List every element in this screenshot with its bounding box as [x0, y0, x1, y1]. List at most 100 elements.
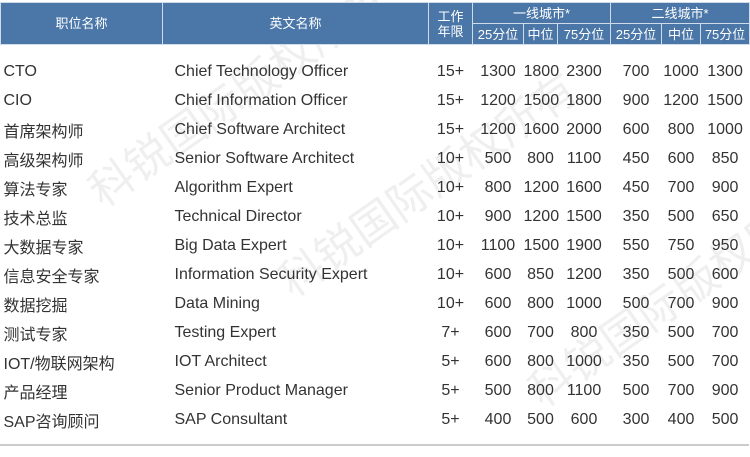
years: 10+ [436, 236, 465, 254]
job-title-cn: CTO [3, 62, 37, 80]
tier2-p25: 900 [622, 91, 650, 109]
job-title-en: Information Security Expert [174, 265, 368, 283]
tier1-p75: 2300 [566, 62, 602, 80]
tier1-median: 800 [527, 149, 554, 167]
tier2-p25: 300 [622, 410, 650, 428]
header-p75: 75分位 [700, 23, 750, 45]
header-title-en: 英文名称 [162, 2, 429, 45]
years: 10+ [436, 149, 465, 167]
job-title-en: Senior Software Architect [174, 149, 355, 167]
tier1-median: 800 [527, 352, 554, 370]
job-title-en: Algorithm Expert [174, 178, 293, 196]
years: 5+ [441, 352, 460, 370]
tier2-median: 500 [667, 207, 695, 225]
tier2-p25: 550 [622, 236, 650, 254]
job-title-cn: 产品经理 [3, 384, 68, 402]
job-title-cn: 高级架构师 [3, 152, 84, 170]
tier1-median: 800 [527, 294, 554, 312]
job-title-cn: SAP咨询顾问 [3, 413, 100, 431]
tier2-median: 750 [667, 236, 695, 254]
tier1-p25: 500 [484, 149, 512, 167]
tier2-median: 800 [667, 120, 695, 138]
job-title-cn: 测试专家 [3, 326, 68, 344]
tier1-p25: 600 [484, 265, 512, 283]
tier1-p25: 1200 [480, 91, 516, 109]
job-title-cn: 大数据专家 [3, 239, 84, 257]
job-title-en: Big Data Expert [174, 236, 287, 254]
tier1-p25: 600 [484, 294, 512, 312]
table-row: 产品经理 Senior Product Manager 5+ 500 800 1100 50… [1, 376, 750, 405]
years: 7+ [441, 323, 460, 341]
tier2-p75: 650 [711, 207, 739, 225]
table-row: CIO Chief Information Officer 15+ 1200 1500 1… [1, 86, 750, 115]
tier1-p25: 1200 [480, 120, 516, 138]
job-title-en: IOT Architect [174, 352, 267, 370]
tier2-median: 700 [667, 178, 695, 196]
tier2-p75: 1300 [707, 62, 743, 80]
tier1-p25: 800 [484, 178, 512, 196]
table-row: 技术总监 Technical Director 10+ 900 1200 1500 350 5… [1, 202, 750, 231]
tier1-median: 700 [527, 323, 554, 341]
tier1-median: 850 [527, 265, 554, 283]
tier1-p75: 1900 [566, 236, 602, 254]
tier1-p75: 1500 [566, 207, 602, 225]
job-title-cn: 算法专家 [3, 181, 68, 199]
tier1-p75: 1000 [566, 294, 602, 312]
tier2-p75: 900 [711, 381, 739, 399]
header-p25: 25分位 [610, 23, 663, 45]
tier1-median: 1800 [523, 62, 560, 80]
tier2-median: 700 [667, 381, 695, 399]
tier1-p75: 1600 [566, 178, 602, 196]
table-row: CTO Chief Technology Officer 15+ 1300 1800 23… [1, 57, 750, 86]
years: 10+ [436, 178, 465, 196]
tier2-p75: 500 [711, 410, 739, 428]
table-row: SAP咨询顾问 SAP Consultant 5+ 400 500 600 300 400 50… [1, 405, 750, 434]
years: 15+ [436, 120, 465, 138]
tier2-median: 1000 [663, 62, 699, 80]
tier2-p25: 700 [622, 62, 650, 80]
header-median: 中位 [523, 23, 558, 45]
tier2-median: 500 [667, 352, 695, 370]
tier2-p75: 600 [711, 265, 739, 283]
tier2-p25: 350 [622, 265, 650, 283]
table-row: 首席架构师 Chief Software Architect 15+ 1200 1600… [1, 115, 750, 144]
tier2-median: 700 [667, 294, 695, 312]
years: 5+ [441, 381, 460, 399]
tier1-p75: 1100 [566, 149, 602, 167]
table-row: 测试专家 Testing Expert 7+ 600 700 800 350 500 700 [1, 318, 750, 347]
tier2-p75: 700 [711, 323, 739, 341]
tier2-p75: 900 [711, 294, 739, 312]
tier1-p25: 600 [484, 323, 512, 341]
tier1-p75: 1800 [566, 91, 602, 109]
tier1-p25: 500 [484, 381, 512, 399]
tier2-p75: 700 [711, 352, 739, 370]
tier1-p25: 1300 [480, 62, 516, 80]
table-row: 信息安全专家 Information Security Expert 10+ 600 8… [1, 260, 750, 289]
tier1-p75: 1000 [566, 352, 602, 370]
tier1-median: 800 [527, 381, 554, 399]
tier2-median: 500 [667, 265, 695, 283]
tier1-p75: 800 [570, 323, 598, 341]
tier2-p25: 450 [622, 178, 650, 196]
job-title-en: Data Mining [174, 294, 260, 312]
header-median: 中位 [661, 23, 702, 45]
job-title-en: Chief Information Officer [174, 91, 348, 109]
tier1-median: 1200 [523, 207, 560, 225]
job-title-cn: 技术总监 [3, 210, 68, 228]
tier1-median: 1500 [523, 236, 560, 254]
table-row: 大数据专家 Big Data Expert 10+ 1100 1500 1900 550 75… [1, 231, 750, 260]
header-tier2: 二线城市* [610, 2, 750, 24]
tier2-p25: 450 [622, 149, 650, 167]
header-p75: 75分位 [556, 23, 612, 45]
years: 15+ [436, 62, 465, 80]
tier2-p75: 900 [711, 178, 739, 196]
tier2-p75: 1500 [707, 91, 743, 109]
job-title-cn: IOT/物联网架构 [3, 355, 115, 373]
job-title-cn: CIO [3, 91, 32, 109]
tier1-p75: 1100 [566, 381, 602, 399]
years: 10+ [436, 207, 465, 225]
tier1-p75: 600 [570, 410, 598, 428]
tier2-p25: 350 [622, 323, 650, 341]
tier2-p75: 950 [711, 236, 739, 254]
job-title-en: Senior Product Manager [174, 381, 348, 399]
